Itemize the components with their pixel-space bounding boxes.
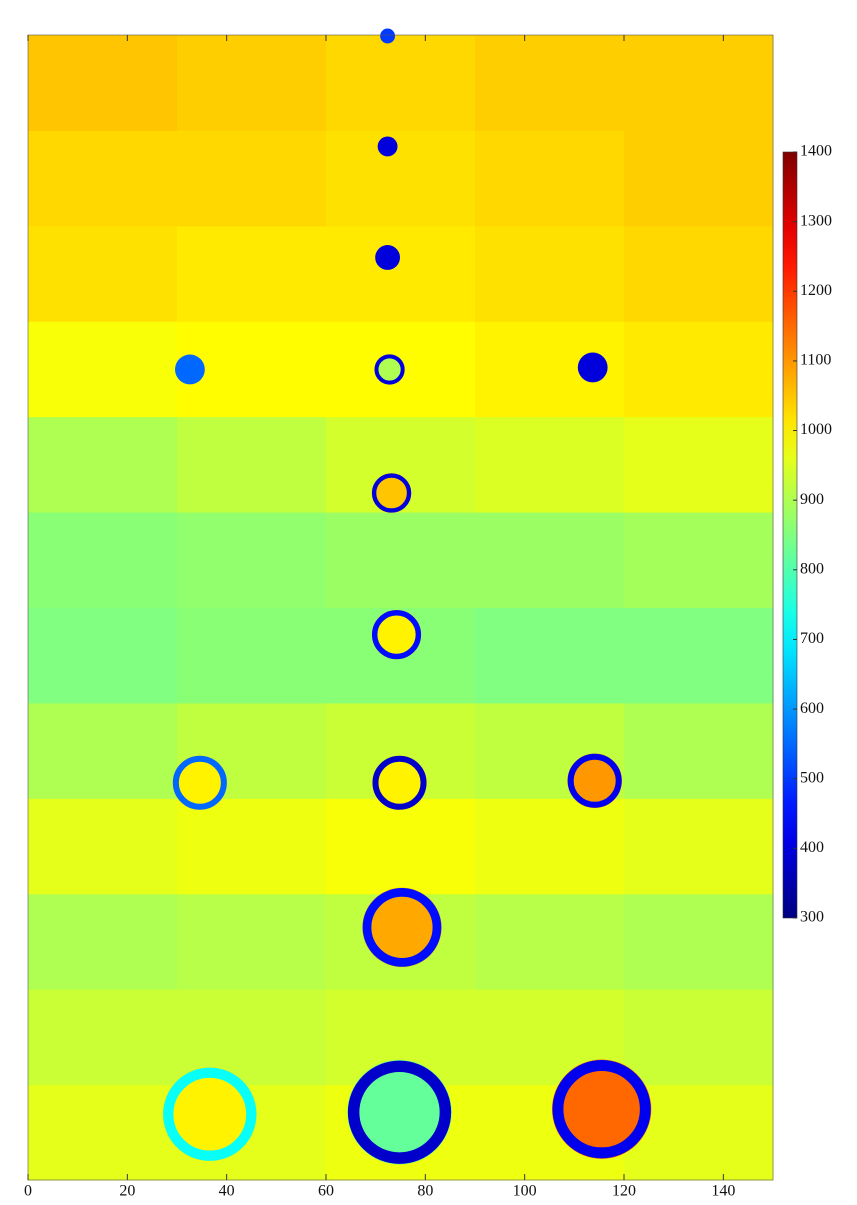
- heatmap-cell: [326, 130, 476, 227]
- colorbar-tick-label: 1400: [800, 143, 832, 160]
- colorbar-tick-label: 400: [800, 839, 824, 856]
- defect-core: [374, 354, 405, 385]
- heatmap-cell: [28, 512, 178, 608]
- colorbar-tick-label: 600: [800, 700, 824, 717]
- heatmap-cell: [28, 35, 178, 131]
- x-tick-label: 100: [513, 1183, 537, 1200]
- defect-core: [372, 755, 427, 811]
- plot-frame: [27, 34, 774, 1181]
- defect-core: [362, 887, 442, 968]
- heatmap-cell: [475, 225, 625, 322]
- x-tick-label: 40: [219, 1183, 235, 1200]
- heatmap-cell: [28, 607, 178, 704]
- colorbar-tick-label: 800: [800, 560, 824, 577]
- heatmap-cell: [28, 1084, 178, 1181]
- defect-ring: [347, 1060, 452, 1164]
- colorbar-tick-label: 900: [800, 491, 824, 508]
- x-tick-label: 140: [711, 1183, 735, 1200]
- defect-spot: [375, 245, 401, 270]
- defect-ring: [371, 610, 422, 660]
- heatmap-cell: [624, 225, 774, 322]
- defect-core: [567, 753, 623, 809]
- heatmap-cell: [326, 225, 476, 322]
- heatmap-cell: [624, 607, 774, 704]
- defect-spot: [377, 136, 398, 157]
- heatmap-cell: [475, 798, 625, 895]
- colorbar-tick-label: 700: [800, 630, 824, 647]
- heatmap-cell: [177, 35, 327, 131]
- defect-ring: [567, 753, 622, 808]
- colorbar-tick-label: 300: [800, 909, 824, 926]
- heatmap-cell: [475, 607, 625, 704]
- heatmap-cell: [28, 321, 178, 418]
- heatmap-cell: [177, 130, 327, 227]
- heatmap-cell: [624, 416, 774, 513]
- heatmap-cell: [28, 989, 178, 1086]
- heatmap-cell: [28, 798, 178, 895]
- heatmap-cell: [624, 130, 774, 227]
- heatmap-cell: [177, 607, 327, 704]
- heatmap-cell: [177, 512, 327, 608]
- defect-spot: [175, 354, 205, 385]
- defect-ring: [372, 755, 427, 810]
- heatmap-cell: [28, 416, 178, 513]
- heatmap-cell: [28, 130, 178, 227]
- heatmap-cell: [624, 321, 774, 418]
- heatmap-cell: [28, 225, 178, 322]
- defect-core: [172, 755, 228, 811]
- colorbar-tick-label: 1100: [800, 352, 831, 369]
- heatmap-cell: [624, 989, 774, 1086]
- defect-spot: [380, 28, 396, 44]
- colorbar-tick-label: 1300: [800, 212, 832, 229]
- defect-ring: [552, 1060, 651, 1159]
- x-tick-label: 80: [417, 1183, 433, 1200]
- defect-core: [371, 609, 422, 660]
- heatmap-cell: [624, 798, 774, 895]
- defect-core: [551, 1059, 652, 1159]
- defect-core: [162, 1067, 257, 1162]
- heatmap-cell: [177, 798, 327, 895]
- heatmap-cell: [326, 512, 476, 608]
- heatmap-cell: [326, 35, 476, 131]
- heatmap-cell: [28, 702, 178, 799]
- heatmap-cell: [177, 225, 327, 322]
- heatmap-cell: [624, 35, 774, 131]
- x-tick-label: 60: [318, 1183, 334, 1200]
- heatmap-cell: [475, 416, 625, 513]
- heatmap-cell: [177, 416, 327, 513]
- defect-spot: [577, 352, 608, 383]
- colorbar: [782, 151, 798, 919]
- defect-ring: [362, 888, 442, 967]
- defect-ring: [163, 1067, 257, 1161]
- heatmap-cell: [624, 893, 774, 990]
- defect-core: [347, 1060, 452, 1165]
- heatmap-cell: [475, 512, 625, 608]
- heatmap-cell: [624, 512, 774, 608]
- x-tick-label: 120: [612, 1183, 636, 1200]
- heatmap-cell: [28, 893, 178, 990]
- x-tick-label: 0: [24, 1183, 32, 1200]
- heatmap-cell: [326, 798, 476, 895]
- defect-ring: [374, 354, 405, 385]
- heatmap-cell: [177, 893, 327, 990]
- colorbar-tick-label: 500: [800, 769, 824, 786]
- heatmap-cell: [624, 702, 774, 799]
- heatmap-cell: [475, 130, 625, 227]
- heatmap-cell: [475, 35, 625, 131]
- colorbar-tick-label: 1000: [800, 421, 832, 438]
- x-tick-label: 20: [119, 1183, 135, 1200]
- heatmap-cell: [475, 893, 625, 990]
- defect-ring: [371, 473, 412, 513]
- defect-core: [371, 473, 412, 513]
- defect-ring: [172, 755, 227, 810]
- colorbar-tick-label: 1200: [800, 282, 832, 299]
